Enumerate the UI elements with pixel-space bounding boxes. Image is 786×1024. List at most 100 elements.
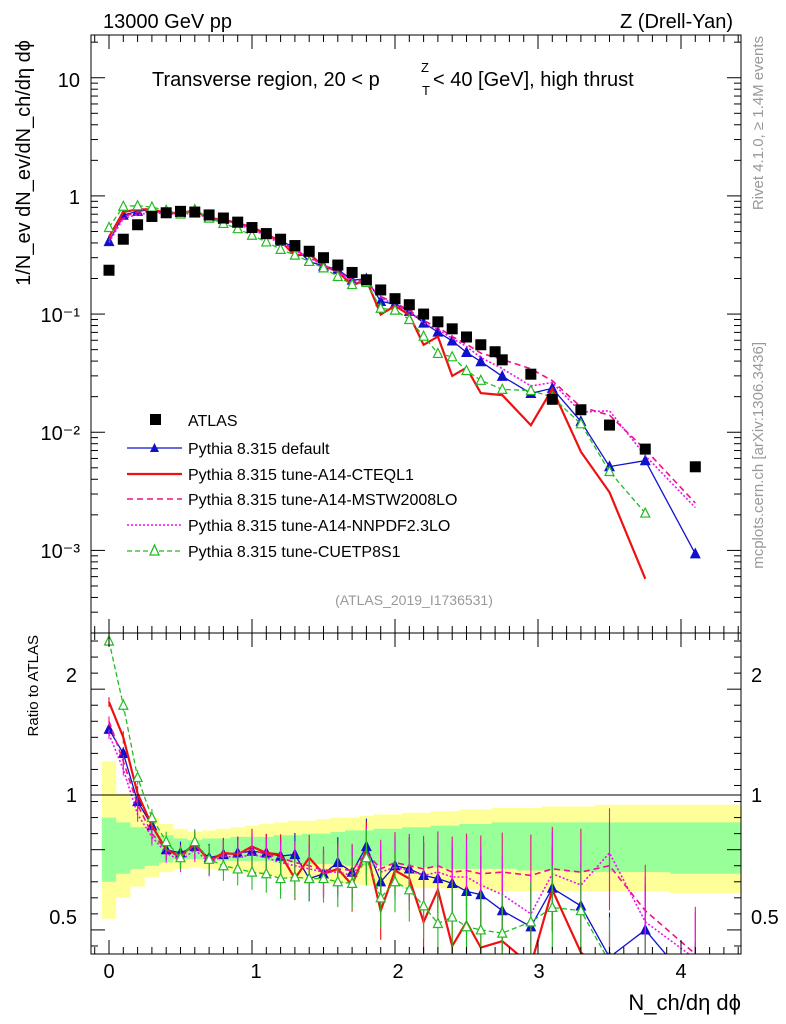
energy-label: 13000 GeV pp bbox=[103, 11, 232, 33]
main-line-series-2 bbox=[108, 209, 696, 504]
ratio-series-group bbox=[103, 634, 696, 985]
main-marker-s4-p10 bbox=[246, 228, 258, 240]
ratio-marker-s4-p9 bbox=[232, 862, 244, 874]
main-marker-s4-p21 bbox=[403, 313, 415, 325]
legend-item-default: Pythia 8.315 default bbox=[127, 441, 330, 458]
ratio-marker-s4-p11 bbox=[260, 867, 272, 879]
legend-item-cuetp8s1: Pythia 8.315 tune-CUETP8S1 bbox=[127, 543, 401, 561]
ratio-marker-s4-p19 bbox=[375, 891, 387, 903]
ratio-marker-s4-p25 bbox=[461, 920, 472, 932]
atlas-point-25 bbox=[461, 331, 472, 343]
atlas-point-8 bbox=[217, 212, 229, 224]
main-marker-s4-p16 bbox=[332, 270, 344, 282]
ratio-marker-s4-p14 bbox=[303, 872, 315, 884]
ytick-main-0.01: 10⁻² bbox=[41, 423, 81, 445]
atlas-point-5 bbox=[175, 205, 186, 217]
main-marker-s4-p31 bbox=[604, 465, 615, 477]
atlas-point-33 bbox=[639, 443, 651, 455]
axis-ticks bbox=[91, 35, 741, 954]
atlas-point-0 bbox=[103, 264, 115, 276]
x-tick-labels: 0 1 2 3 4 bbox=[103, 961, 686, 983]
main-marker-s0-p27 bbox=[496, 369, 508, 381]
y-axis-label-ratio: Ratio to ATLAS bbox=[25, 635, 42, 736]
main-marker-s0-p33 bbox=[689, 547, 701, 559]
ratio-marker-s4-p4 bbox=[160, 835, 172, 847]
ratio-marker-s4-p10 bbox=[246, 865, 258, 877]
ratio-marker-s4-p7 bbox=[203, 852, 215, 864]
atlas-point-34 bbox=[689, 461, 701, 473]
main-marker-s4-p1 bbox=[117, 199, 129, 211]
ratio-marker-s4-p16 bbox=[332, 875, 344, 887]
main-marker-s0-p25 bbox=[461, 346, 472, 358]
atlas-point-16 bbox=[332, 259, 344, 271]
main-marker-s4-p22 bbox=[418, 329, 430, 341]
atlas-point-31 bbox=[575, 404, 587, 416]
ratio-marker-s4-p21 bbox=[403, 883, 415, 895]
main-marker-s4-p27 bbox=[496, 383, 508, 395]
xtick-1: 1 bbox=[250, 961, 261, 983]
atlas-point-30 bbox=[546, 393, 558, 405]
atlas-point-7 bbox=[203, 209, 215, 221]
analysis-id-label: (ATLAS_2019_I1736531) bbox=[335, 592, 493, 608]
ratio-frame bbox=[90, 632, 742, 955]
main-marker-s4-p26 bbox=[475, 373, 487, 385]
atlas-point-2 bbox=[132, 219, 144, 231]
main-marker-s4-p25 bbox=[461, 364, 472, 376]
ratio-line-series-2 bbox=[108, 721, 696, 954]
xtick-0: 0 bbox=[103, 961, 114, 983]
ratio-marker-s4-p3 bbox=[146, 811, 158, 823]
legend-item-nnpdf: Pythia 8.315 tune-A14-NNPDF2.3LO bbox=[127, 518, 450, 535]
ratio-marker-s4-p17 bbox=[346, 877, 358, 888]
ratio-marker-s4-p26 bbox=[475, 923, 487, 935]
ratio-marker-s4-p13 bbox=[289, 870, 301, 882]
ytick-main-1: 1 bbox=[69, 187, 80, 209]
ratio-marker-s4-p12 bbox=[275, 872, 287, 884]
legend-cuetp8s1-label: Pythia 8.315 tune-CUETP8S1 bbox=[188, 544, 401, 561]
atlas-point-12 bbox=[275, 233, 287, 245]
legend: ATLAS Pythia 8.315 default Pythia 8.315 … bbox=[127, 413, 457, 561]
ratio-marker-s4-p29 bbox=[546, 901, 558, 913]
ytick-main-10: 10 bbox=[58, 70, 80, 92]
atlas-point-32 bbox=[604, 419, 615, 431]
mcplots-label: mcplots.cern.ch [arXiv:1306.3436] bbox=[750, 342, 767, 569]
title-sub: T bbox=[422, 83, 430, 98]
main-marker-s0-p32 bbox=[639, 454, 651, 466]
legend-item-mstw: Pythia 8.315 tune-A14-MSTW2008LO bbox=[127, 492, 457, 509]
atlas-point-15 bbox=[318, 252, 329, 264]
ratio-marker-s4-p27 bbox=[496, 926, 508, 938]
legend-default-label: Pythia 8.315 default bbox=[188, 441, 330, 458]
atlas-point-29 bbox=[525, 368, 537, 380]
ytick-ratio-0.5-left: 0.5 bbox=[49, 907, 77, 929]
legend-mstw-label: Pythia 8.315 tune-A14-MSTW2008LO bbox=[188, 492, 457, 509]
rivet-version-label: Rivet 4.1.0, ≥ 1.4M events bbox=[750, 36, 767, 210]
ytick-main-0.001: 10⁻³ bbox=[41, 541, 81, 563]
main-marker-s4-p12 bbox=[275, 243, 287, 255]
ratio-marker-s4-p18 bbox=[360, 851, 372, 863]
main-marker-s4-p14 bbox=[303, 255, 315, 267]
legend-cteql1-label: Pythia 8.315 tune-A14-CTEQL1 bbox=[188, 467, 414, 484]
atlas-point-19 bbox=[375, 284, 387, 296]
atlas-point-21 bbox=[403, 299, 415, 311]
atlas-point-26 bbox=[475, 339, 487, 351]
ratio-marker-s4-p5 bbox=[175, 851, 186, 863]
x-axis-label: N_ch/dη dϕ bbox=[628, 990, 741, 1015]
atlas-point-10 bbox=[246, 222, 258, 234]
ytick-main-0.1: 10⁻¹ bbox=[41, 305, 81, 327]
ratio-marker-s4-p32 bbox=[641, 976, 650, 985]
main-marker-s4-p19 bbox=[375, 301, 387, 313]
main-marker-s4-p32 bbox=[639, 506, 651, 518]
atlas-point-18 bbox=[360, 274, 372, 286]
main-marker-s4-p9 bbox=[232, 222, 244, 234]
atlas-point-23 bbox=[432, 316, 444, 328]
y-tick-labels-main: 10 1 10⁻¹ 10⁻² 10⁻³ bbox=[41, 70, 81, 563]
ratio-marker-s4-p8 bbox=[217, 859, 229, 871]
ratio-marker-s4-p24 bbox=[446, 910, 458, 922]
main-marker-s4-p17 bbox=[346, 278, 358, 290]
ratio-marker-s4-p30 bbox=[575, 904, 587, 916]
y-axis-label-main: 1/N_ev dN_ev/dN_ch/dη dϕ bbox=[13, 40, 35, 286]
atlas-point-4 bbox=[160, 207, 172, 219]
atlas-point-6 bbox=[189, 206, 201, 218]
legend-cuetp8s1-marker bbox=[148, 543, 161, 556]
atlas-point-24 bbox=[446, 323, 458, 335]
